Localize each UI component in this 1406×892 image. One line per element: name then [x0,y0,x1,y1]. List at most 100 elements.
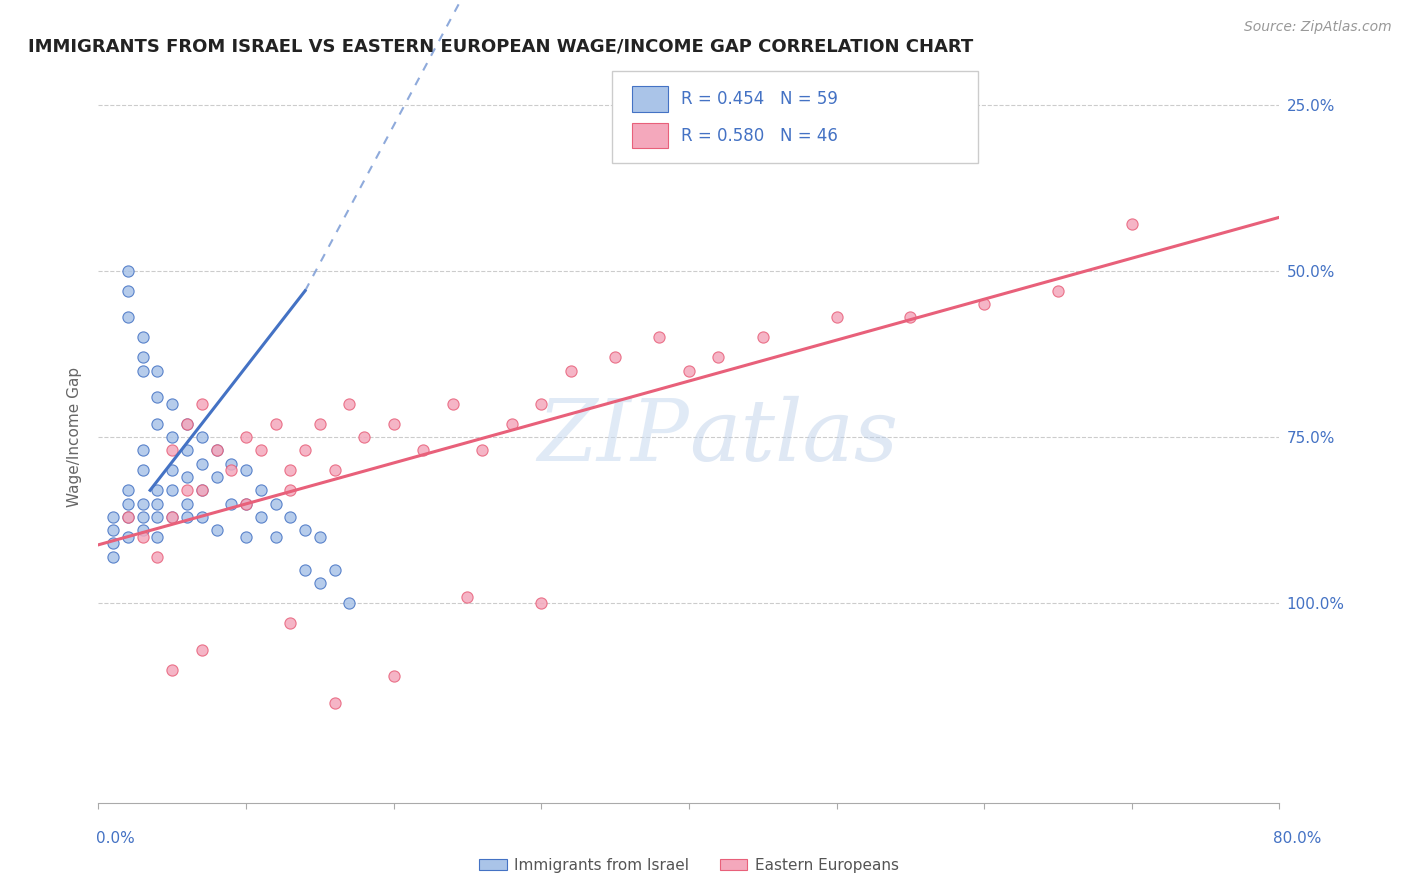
Point [191,509,214,524]
Point [162,483,183,498]
Point [117,509,139,524]
Text: R = 0.454   N = 59: R = 0.454 N = 59 [681,90,838,108]
Point [103,536,125,550]
Point [219,457,242,471]
Point [132,497,155,511]
Point [162,397,183,411]
FancyBboxPatch shape [633,86,668,112]
Point [294,523,316,537]
Point [191,397,214,411]
Point [309,576,332,591]
Point [205,443,228,458]
Point [605,351,627,365]
Point [1121,217,1143,231]
Point [825,310,848,325]
Point [530,397,553,411]
Point [132,363,155,377]
Point [278,463,302,477]
Point [162,509,183,524]
Point [648,330,671,344]
Point [176,417,198,431]
Point [353,430,375,444]
Point [132,463,155,477]
Point [973,297,995,311]
FancyBboxPatch shape [633,122,668,148]
Point [117,497,139,511]
Text: 80.0%: 80.0% [1274,831,1322,846]
Point [117,530,139,544]
Point [339,596,360,610]
Point [117,284,139,298]
Point [339,397,360,411]
Text: 0.0%: 0.0% [96,831,135,846]
Point [132,530,155,544]
Point [146,363,169,377]
Point [162,463,183,477]
Point [278,616,302,631]
Point [205,470,228,484]
Point [707,351,730,365]
Point [264,417,287,431]
Point [323,563,346,577]
Text: IMMIGRANTS FROM ISRAEL VS EASTERN EUROPEAN WAGE/INCOME GAP CORRELATION CHART: IMMIGRANTS FROM ISRAEL VS EASTERN EUROPE… [28,38,973,56]
Point [132,509,155,524]
Point [117,310,139,325]
Point [191,430,214,444]
Point [162,443,183,458]
Text: ZIP: ZIP [537,396,689,478]
Y-axis label: Wage/Income Gap: Wage/Income Gap [67,367,83,508]
Point [219,497,242,511]
Point [501,417,523,431]
Point [412,443,434,458]
Point [278,483,302,498]
Point [309,530,332,544]
Point [146,417,169,431]
Point [900,310,922,325]
Point [117,483,139,498]
Point [323,696,346,710]
Point [132,330,155,344]
Point [146,390,169,404]
Point [560,363,582,377]
Point [205,443,228,458]
Point [250,443,273,458]
Point [323,463,346,477]
Point [103,523,125,537]
Point [264,530,287,544]
Point [250,509,273,524]
Point [132,443,155,458]
Point [176,417,198,431]
Point [132,351,155,365]
Point [441,397,464,411]
Point [191,483,214,498]
Point [146,549,169,564]
Point [176,470,198,484]
Point [162,509,183,524]
Point [117,264,139,278]
Point [176,443,198,458]
Point [146,530,169,544]
Point [235,430,257,444]
Point [456,590,478,604]
Point [205,523,228,537]
Point [219,463,242,477]
Point [235,497,257,511]
Point [264,497,287,511]
Point [294,443,316,458]
Point [162,663,183,677]
Point [235,463,257,477]
Point [162,430,183,444]
Point [382,417,405,431]
Point [191,457,214,471]
Point [235,497,257,511]
Point [176,483,198,498]
Point [751,330,773,344]
Text: atlas: atlas [689,396,898,478]
Point [117,509,139,524]
Point [146,509,169,524]
Point [678,363,700,377]
Point [309,417,332,431]
Point [235,530,257,544]
Legend: Immigrants from Israel, Eastern Europeans: Immigrants from Israel, Eastern European… [472,852,905,880]
Point [382,669,405,683]
